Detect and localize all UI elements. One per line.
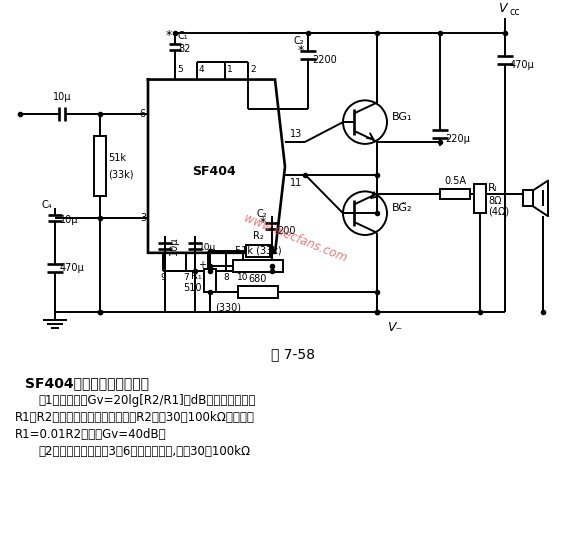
Text: 13: 13 — [290, 129, 302, 139]
Bar — [474, 183, 486, 213]
Text: 12: 12 — [203, 272, 214, 281]
Text: V: V — [498, 2, 506, 15]
Text: 10μ: 10μ — [199, 244, 216, 252]
Text: 220μ: 220μ — [445, 134, 470, 144]
Text: 470μ: 470μ — [60, 263, 85, 273]
Bar — [204, 269, 216, 293]
Text: R1、R2的阻值决定，典型应用时，R2可在30～100kΩ间选取，: R1、R2的阻值决定，典型应用时，R2可在30～100kΩ间选取， — [15, 411, 255, 424]
Text: 51k (33k): 51k (33k) — [235, 246, 281, 256]
Text: (33k): (33k) — [108, 169, 133, 179]
Text: SF404: SF404 — [192, 165, 236, 177]
Text: 10μ: 10μ — [60, 215, 79, 225]
Text: 2: 2 — [250, 65, 255, 74]
Text: 82: 82 — [178, 44, 190, 54]
Text: （2）输入阻抗由外接3、6脚的电阻决定,可在30～100kΩ: （2）输入阻抗由外接3、6脚的电阻决定,可在30～100kΩ — [38, 445, 250, 458]
Text: 图 7-58: 图 7-58 — [271, 347, 315, 361]
Text: 8: 8 — [223, 272, 229, 281]
Text: 11: 11 — [290, 177, 302, 188]
Bar — [233, 260, 283, 272]
Bar — [523, 190, 533, 206]
Text: BG₁: BG₁ — [392, 112, 413, 122]
Text: 680: 680 — [249, 273, 267, 284]
Text: 4: 4 — [199, 65, 205, 74]
Bar — [238, 286, 278, 298]
Text: C₁: C₁ — [178, 31, 188, 41]
Text: （1）闭环增益Gv=20lg[R2/R1]（dB），由外接电阻: （1）闭环增益Gv=20lg[R2/R1]（dB），由外接电阻 — [38, 394, 255, 407]
Text: 2200: 2200 — [312, 55, 337, 64]
Text: R₂: R₂ — [252, 231, 264, 241]
Text: C₂: C₂ — [294, 36, 304, 46]
Text: C₄: C₄ — [41, 200, 52, 211]
Text: BG̃₂: BG̃₂ — [392, 203, 413, 213]
Text: 10μ: 10μ — [169, 237, 179, 255]
Text: 5: 5 — [177, 65, 183, 74]
Text: 1: 1 — [227, 65, 233, 74]
Text: V₋: V₋ — [387, 320, 402, 334]
Text: *: * — [260, 216, 266, 229]
Text: www.elecfans.com: www.elecfans.com — [241, 211, 349, 264]
Text: 8Ω: 8Ω — [488, 196, 501, 206]
Text: 0.5A: 0.5A — [444, 176, 466, 185]
Text: 10μ: 10μ — [53, 92, 71, 102]
Text: R1=0.01R2则满足Gv=40dB。: R1=0.01R2则满足Gv=40dB。 — [15, 428, 167, 441]
Text: 10: 10 — [237, 272, 249, 281]
Text: 3: 3 — [140, 213, 146, 223]
Text: 200: 200 — [277, 226, 295, 236]
Text: +: + — [198, 260, 206, 270]
Text: R₁: R₁ — [191, 271, 202, 280]
Text: 6: 6 — [140, 109, 146, 119]
Text: *: * — [166, 28, 172, 42]
Text: cc: cc — [510, 7, 521, 17]
Text: (4Ω): (4Ω) — [488, 206, 509, 216]
Text: 9: 9 — [160, 272, 166, 281]
Text: C₂: C₂ — [257, 209, 267, 219]
Bar — [440, 189, 470, 199]
Text: 51k: 51k — [108, 154, 126, 163]
Bar — [94, 136, 106, 196]
Bar — [246, 245, 270, 257]
Text: *: * — [298, 44, 304, 58]
Text: Rₗ: Rₗ — [488, 183, 498, 193]
Text: 7: 7 — [183, 272, 189, 281]
Text: 510: 510 — [184, 284, 202, 294]
Text: (330): (330) — [215, 302, 241, 312]
Text: 470μ: 470μ — [510, 60, 535, 70]
Text: SF404集成电路的应用说明: SF404集成电路的应用说明 — [25, 377, 149, 391]
